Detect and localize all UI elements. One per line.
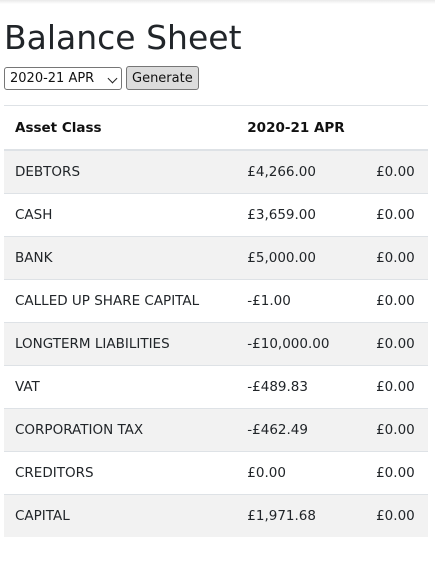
table-row: LONGTERM LIABILITIES -£10,000.00 £0.00	[4, 322, 428, 366]
period-value-cell: £4,266.00	[236, 149, 366, 194]
table-row: BANK £5,000.00 £0.00	[4, 236, 428, 280]
asset-class-cell: VAT	[4, 365, 237, 409]
chevron-down-icon	[107, 73, 118, 83]
table-header-row: Asset Class 2020-21 APR	[4, 105, 428, 151]
period-value-cell: -£10,000.00	[236, 322, 366, 366]
table-header: Asset Class 2020-21 APR	[4, 105, 428, 151]
period-value-cell: -£462.49	[236, 408, 366, 452]
top-shadow-bar	[0, 0, 435, 4]
period-select[interactable]: 2020-21 APR	[4, 66, 122, 90]
extra-value-cell: £0.00	[365, 322, 428, 366]
column-header-asset-class: Asset Class	[4, 105, 237, 151]
asset-class-cell: BANK	[4, 236, 237, 280]
period-value-cell: £0.00	[236, 451, 366, 495]
extra-value-cell: £0.00	[365, 451, 428, 495]
table-row: CALLED UP SHARE CAPITAL -£1.00 £0.00	[4, 279, 428, 323]
table-row: CREDITORS £0.00 £0.00	[4, 451, 428, 495]
extra-value-cell: £0.00	[365, 408, 428, 452]
asset-class-cell: CASH	[4, 193, 237, 237]
report-controls: 2020-21 APR Generate	[4, 66, 199, 90]
period-select-value: 2020-21 APR	[10, 70, 95, 86]
asset-class-cell: LONGTERM LIABILITIES	[4, 322, 237, 366]
extra-value-cell: £0.00	[365, 365, 428, 409]
asset-class-cell: CAPITAL	[4, 494, 237, 537]
table-row: CAPITAL £1,971.68 £0.00	[4, 494, 428, 537]
period-value-cell: £5,000.00	[236, 236, 366, 280]
balance-sheet-table: Asset Class 2020-21 APR DEBTORS £4,266.0…	[4, 105, 428, 537]
table-body: DEBTORS £4,266.00 £0.00 CASH £3,659.00 £…	[4, 149, 428, 537]
table-row: DEBTORS £4,266.00 £0.00	[4, 149, 428, 194]
column-header-period: 2020-21 APR	[236, 105, 366, 151]
extra-value-cell: £0.00	[365, 236, 428, 280]
column-header-extra	[365, 105, 428, 151]
asset-class-cell: CORPORATION TAX	[4, 408, 237, 452]
page-title: Balance Sheet	[4, 18, 242, 57]
period-value-cell: -£1.00	[236, 279, 366, 323]
period-value-cell: £3,659.00	[236, 193, 366, 237]
table-row: CORPORATION TAX -£462.49 £0.00	[4, 408, 428, 452]
period-value-cell: -£489.83	[236, 365, 366, 409]
asset-class-cell: CALLED UP SHARE CAPITAL	[4, 279, 237, 323]
asset-class-cell: DEBTORS	[4, 149, 237, 194]
extra-value-cell: £0.00	[365, 193, 428, 237]
asset-class-cell: CREDITORS	[4, 451, 237, 495]
extra-value-cell: £0.00	[365, 494, 428, 537]
period-value-cell: £1,971.68	[236, 494, 366, 537]
table-row: CASH £3,659.00 £0.00	[4, 193, 428, 237]
extra-value-cell: £0.00	[365, 149, 428, 194]
generate-button[interactable]: Generate	[126, 66, 199, 90]
table-row: VAT -£489.83 £0.00	[4, 365, 428, 409]
extra-value-cell: £0.00	[365, 279, 428, 323]
